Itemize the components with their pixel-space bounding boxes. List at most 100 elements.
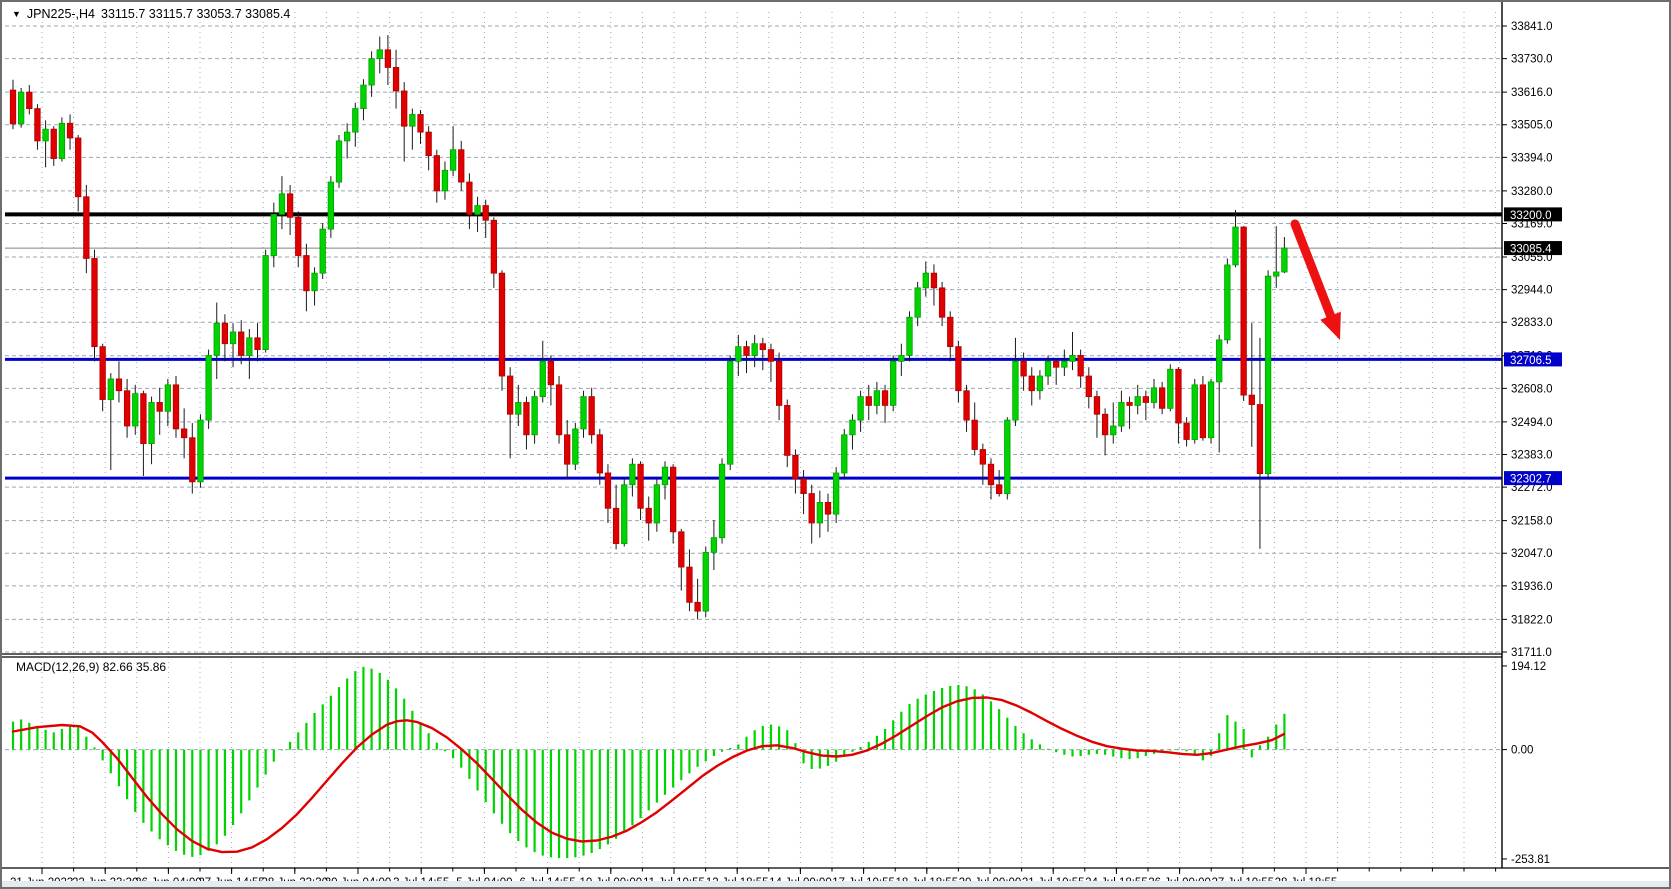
price-line-box	[1504, 207, 1562, 222]
candle-bullish	[229, 331, 237, 345]
price-line-box	[1504, 352, 1562, 367]
annotation-layer[interactable]	[1290, 219, 1341, 340]
candle-bearish	[808, 493, 815, 524]
price-axis-label[interactable]: 31936.0	[1511, 581, 1553, 593]
candle-bearish	[9, 89, 17, 125]
candle-bearish	[50, 128, 57, 159]
candle-bearish	[506, 375, 514, 415]
candle-bullish	[278, 193, 286, 215]
candle-bullish	[629, 463, 636, 486]
candle-bearish	[1053, 360, 1060, 368]
macd-layer	[11, 666, 1286, 859]
candle-bullish	[833, 472, 840, 515]
price-line-box	[1504, 241, 1562, 256]
candle-bullish	[1061, 360, 1068, 368]
candle-bearish	[189, 437, 196, 483]
candle-bearish	[759, 343, 766, 350]
candle-bullish	[197, 419, 204, 483]
macd-axis-label[interactable]: -253.81	[1511, 854, 1550, 866]
price-axis-label[interactable]: 31711.0	[1511, 647, 1552, 659]
candle-bearish	[1093, 396, 1101, 415]
candle-bearish	[596, 434, 603, 474]
chart-title: ▼ JPN225-,H4 33115.7 33115.7 33053.7 330…	[12, 7, 290, 21]
candle-bullish	[922, 272, 929, 289]
price-axis-label[interactable]: 33616.0	[1511, 87, 1553, 99]
price-axis-label[interactable]: 33280.0	[1511, 186, 1553, 198]
candle-bearish	[1142, 396, 1149, 403]
candle-bullish	[735, 346, 742, 362]
candle-bearish	[767, 349, 775, 362]
candle-bullish	[1110, 425, 1117, 436]
hline-layer[interactable]	[5, 212, 1502, 480]
candle-bearish	[99, 346, 106, 400]
price-axis-label[interactable]: 33841.0	[1511, 21, 1553, 33]
candle-bullish	[1167, 368, 1174, 409]
candle-bullish	[531, 396, 538, 436]
trend-arrow-shaft[interactable]	[1290, 219, 1337, 324]
candle-bullish	[148, 402, 155, 445]
candle-bearish	[645, 507, 652, 524]
candle-bullish	[1150, 387, 1158, 403]
candle-bullish	[702, 551, 709, 612]
candle-bearish	[1199, 384, 1207, 439]
candle-bearish	[947, 316, 954, 348]
candle-bearish	[1028, 375, 1035, 392]
price-axis-label[interactable]: 32494.0	[1511, 417, 1553, 429]
price-axis-label[interactable]: 32047.0	[1511, 548, 1553, 560]
candle-bearish	[1183, 422, 1190, 440]
price-axis-label[interactable]: 32272.0	[1511, 482, 1553, 494]
price-axis-label[interactable]: 32383.0	[1511, 449, 1553, 461]
candle-bullish	[319, 228, 326, 274]
candle-bullish	[449, 149, 457, 171]
candle-bullish	[474, 205, 481, 215]
candle-bearish	[792, 454, 799, 480]
candle-bullish	[1118, 402, 1125, 427]
price-axis-label[interactable]: 32608.0	[1511, 383, 1553, 395]
candle-bullish	[857, 396, 864, 421]
price-axis-label[interactable]: 32158.0	[1511, 516, 1553, 528]
price-axis-label[interactable]: 33169.0	[1511, 218, 1553, 230]
macd-axis-label[interactable]: 194.12	[1511, 661, 1546, 673]
candle-bearish	[555, 384, 563, 436]
candle-bearish	[604, 472, 612, 509]
candle-bearish	[458, 149, 465, 183]
candle-bearish	[775, 360, 783, 406]
candle-bullish	[1012, 360, 1019, 421]
candle-bullish	[376, 49, 383, 60]
candle-bullish	[1281, 247, 1288, 273]
candle-bearish	[384, 49, 392, 68]
trend-arrow-head[interactable]	[1320, 311, 1341, 340]
price-axis-label[interactable]: 32944.0	[1511, 285, 1553, 297]
candle-bearish	[694, 601, 701, 612]
candle-bearish	[482, 205, 489, 221]
candle-bullish	[107, 378, 114, 400]
candle-bearish	[979, 449, 986, 465]
price-axis-label[interactable]: 33730.0	[1511, 54, 1553, 66]
macd-signal-line	[11, 696, 1286, 854]
candle-bearish	[800, 478, 807, 494]
candle-bearish	[1101, 413, 1109, 436]
candle-bullish	[1232, 226, 1239, 266]
candle-bearish	[123, 390, 131, 427]
candle-bearish	[401, 90, 408, 127]
candle-bearish	[564, 434, 571, 465]
price-axis-label[interactable]: 33394.0	[1511, 152, 1553, 164]
candle-bearish	[1126, 402, 1133, 406]
candle-bullish	[311, 272, 318, 292]
price-axis-label[interactable]: 32833.0	[1511, 317, 1553, 329]
price-axis-label[interactable]: 33505.0	[1511, 120, 1553, 132]
symbol-dropdown-icon[interactable]: ▼	[12, 9, 21, 19]
candle-bullish	[441, 169, 449, 192]
candle-bearish	[686, 566, 693, 603]
price-axis-label[interactable]: 31822.0	[1511, 614, 1553, 626]
price-line-box-label: 32706.5	[1510, 355, 1552, 367]
candle-bullish	[270, 213, 277, 256]
candle-bullish	[539, 360, 546, 397]
price-line-box	[1504, 471, 1562, 486]
candle-bearish	[881, 390, 889, 406]
candle-bearish	[392, 67, 400, 92]
macd-axis-label[interactable]: 0.00	[1511, 745, 1533, 757]
candle-bullish	[841, 434, 848, 474]
